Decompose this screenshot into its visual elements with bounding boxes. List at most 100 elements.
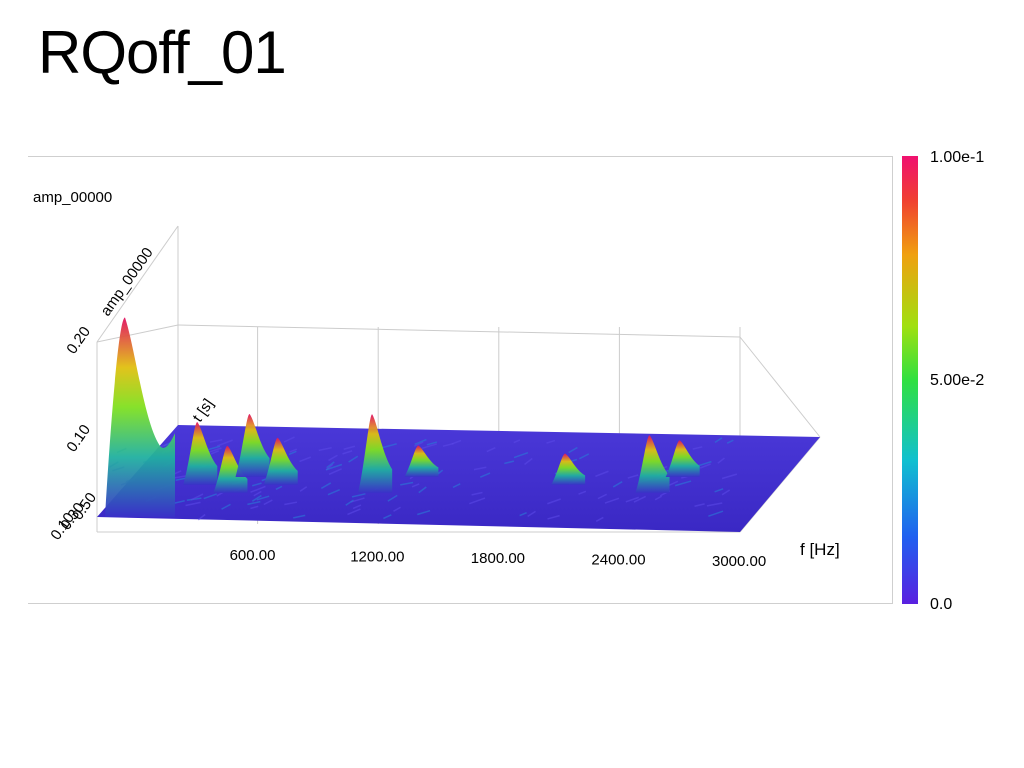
surface-texture-stroke [717,457,725,464]
surface-texture-stroke [283,436,295,443]
surface-peak [665,440,700,477]
surface-texture-stroke [352,504,362,510]
surface-texture-stroke [547,514,560,520]
surface-texture-stroke [568,446,578,454]
surface-texture-stroke [513,451,529,459]
surface-peak [404,445,439,477]
surface-texture-stroke [387,494,398,502]
surface-texture-stroke [694,503,705,507]
surface-texture-stroke [519,511,527,517]
x-tick-label: 3000.00 [712,553,766,570]
surface-texture-stroke [633,495,647,503]
surface-texture-stroke [326,461,335,469]
surface-chart: amp_00000 amp_00000 0.20 0.10 t [s] 0.10… [33,189,840,570]
surface-texture-stroke [318,446,332,452]
surface-texture-stroke [327,488,340,496]
surface-texture-stroke [714,488,724,493]
surface-texture-stroke [250,505,259,510]
y-axis-title: t [s] [189,396,217,426]
surface-texture-stroke [479,472,491,478]
surface-texture-stroke [289,448,298,453]
surface-texture-stroke [726,439,734,444]
surface-texture-stroke [513,439,521,444]
surface-texture-stroke [190,493,204,501]
surface-texture-stroke [351,493,366,498]
x-tick-label: 600.00 [230,547,276,564]
surface-texture-stroke [293,514,306,519]
variable-label: amp_00000 [33,189,112,206]
surface-texture-stroke [393,506,401,512]
surface-texture-stroke [426,441,438,446]
surface-texture-stroke [414,438,427,446]
surface-texture-stroke [207,445,221,451]
x-tick-label: 2400.00 [591,552,645,569]
surface-texture-stroke [471,491,483,496]
surface-peak [105,317,175,517]
surface-texture-stroke [247,500,261,506]
surface-peak [235,414,270,477]
surface-texture-stroke [714,437,723,444]
surface-texture-stroke [721,473,738,480]
surface-peak [358,414,393,493]
surface-texture-stroke [380,443,397,449]
surface-peaks [105,317,700,517]
surface-texture-stroke [325,463,343,471]
surface-texture-stroke [595,470,609,478]
surface-texture-stroke [347,508,361,516]
surface-texture-stroke [342,450,353,455]
surface-texture-stroke [578,490,587,495]
surface-peak [635,435,670,493]
surface-texture-stroke [400,481,414,486]
surface-texture-stroke [299,456,312,463]
surface-texture-stroke [524,457,533,466]
surface-texture-stroke [595,516,604,522]
surface-texture-stroke [288,450,297,456]
surface-texture-stroke [527,510,536,517]
colorbar-max-label: 1.00e-1 [930,149,985,166]
surface-peak [183,422,218,485]
surface-texture-stroke [284,501,298,506]
surface-texture-stroke [421,443,437,450]
surface-texture-stroke [442,442,454,447]
surface-texture-stroke [250,485,266,493]
slide-title: RQoff_01 [38,19,287,86]
z-tick-label: 0.20 [63,324,94,358]
surface-texture-stroke [253,490,262,497]
surface-texture-stroke [185,501,201,507]
colorbar [902,156,918,604]
surface-texture-stroke [473,466,487,471]
surface-texture-stroke [221,503,231,510]
surface-texture-stroke [699,463,711,469]
surface-texture-stroke [417,509,431,516]
surface-texture-stroke [604,497,620,504]
surface-texture-stroke [579,453,590,460]
surface-texture-stroke [350,497,365,503]
surface-texture-stroke [328,454,338,462]
surface-texture-stroke [721,489,731,496]
surface-texture-stroke [348,455,359,463]
surface-texture-stroke [625,496,639,503]
surface-texture-stroke [207,447,222,454]
z-axis-title: amp_00000 [97,245,156,320]
colorbar-mid-label: 5.00e-2 [930,372,985,389]
x-tick-label: 1200.00 [350,549,404,566]
z-tick-label: 0.10 [63,422,94,456]
x-axis-title: f [Hz] [800,540,840,559]
surface-texture-stroke [216,439,233,447]
surface-texture-stroke [612,481,623,488]
surface-texture-stroke [256,495,270,501]
colorbar-min-label: 0.0 [930,596,953,613]
surface-texture-stroke [328,468,342,475]
surface-texture-stroke [275,485,283,490]
surface-texture-stroke [197,513,206,521]
surface-texture-stroke [674,480,692,487]
plot-panel: amp_00000 amp_00000 0.20 0.10 t [s] 0.10… [28,156,893,604]
surface-texture-stroke [210,450,220,455]
surface-texture-stroke [597,493,608,500]
surface-texture-stroke [452,483,461,489]
surface-texture-stroke [546,439,556,444]
surface-texture-stroke [413,441,424,447]
surface-texture-stroke [418,486,427,494]
surface-texture-stroke [209,438,223,443]
surface-texture-stroke [345,499,354,506]
